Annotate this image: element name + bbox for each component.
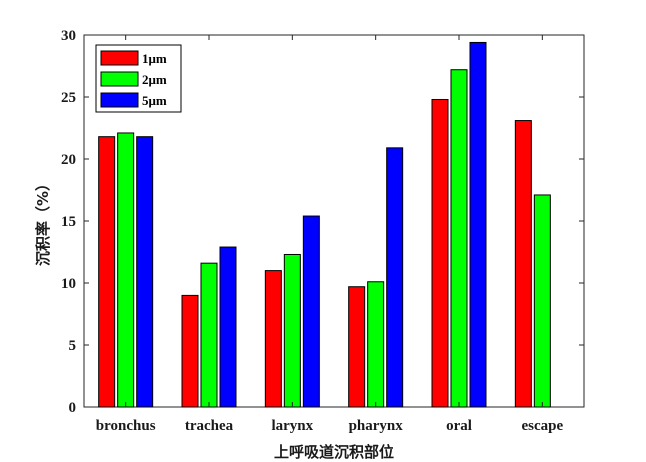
x-tick-label: trachea — [185, 418, 234, 434]
bar-pharynx-series-1 — [367, 281, 385, 408]
bar-larynx-series-2 — [302, 215, 320, 408]
bar-trachea-series-2 — [219, 246, 237, 408]
legend-swatch — [100, 71, 139, 87]
bar-trachea-series-1 — [200, 262, 218, 408]
x-tick-label: bronchus — [96, 418, 156, 434]
legend-label: 1μm — [142, 51, 167, 66]
bars-group — [98, 41, 551, 408]
bar-pharynx-series-2 — [386, 147, 404, 408]
bar-escape-series-0 — [514, 120, 532, 408]
y-axis: 0 5 10 15 20 25 30 — [61, 28, 584, 416]
bar-oral-series-1 — [450, 69, 468, 408]
bar-oral-series-2 — [469, 41, 487, 408]
x-tick-label: oral — [446, 418, 472, 434]
y-tick-label: 10 — [61, 276, 76, 292]
bar-larynx-series-1 — [283, 253, 301, 408]
bar-bronchus-series-0 — [98, 136, 116, 408]
y-tick-label: 20 — [61, 152, 76, 168]
legend-label: 2μm — [142, 72, 167, 87]
x-tick-label: escape — [522, 418, 564, 434]
x-tick-label: pharynx — [349, 418, 404, 434]
y-tick-label: 15 — [61, 214, 76, 230]
x-axis: bronchus trachea larynx pharynx oral escape — [96, 35, 564, 434]
y-tick-label: 0 — [69, 400, 77, 416]
legend-swatch — [100, 50, 139, 66]
y-tick-label: 25 — [61, 90, 76, 106]
bar-trachea-series-0 — [181, 294, 199, 408]
bar-pharynx-series-0 — [348, 286, 366, 408]
bar-escape-series-1 — [533, 194, 551, 408]
bar-larynx-series-0 — [264, 270, 282, 408]
bar-oral-series-0 — [431, 98, 449, 408]
legend-swatch — [100, 92, 139, 108]
x-tick-label: larynx — [271, 418, 313, 434]
legend-label: 5μm — [142, 93, 167, 108]
bar-bronchus-series-1 — [117, 132, 135, 408]
y-tick-label: 5 — [69, 338, 77, 354]
bar-bronchus-series-2 — [136, 136, 154, 408]
y-axis-title: 沉积率（%） — [34, 176, 52, 266]
y-tick-label: 30 — [61, 28, 76, 44]
x-axis-title: 上呼吸道沉积部位 — [274, 443, 394, 461]
legend: 1μm 2μm 5μm — [95, 44, 182, 113]
